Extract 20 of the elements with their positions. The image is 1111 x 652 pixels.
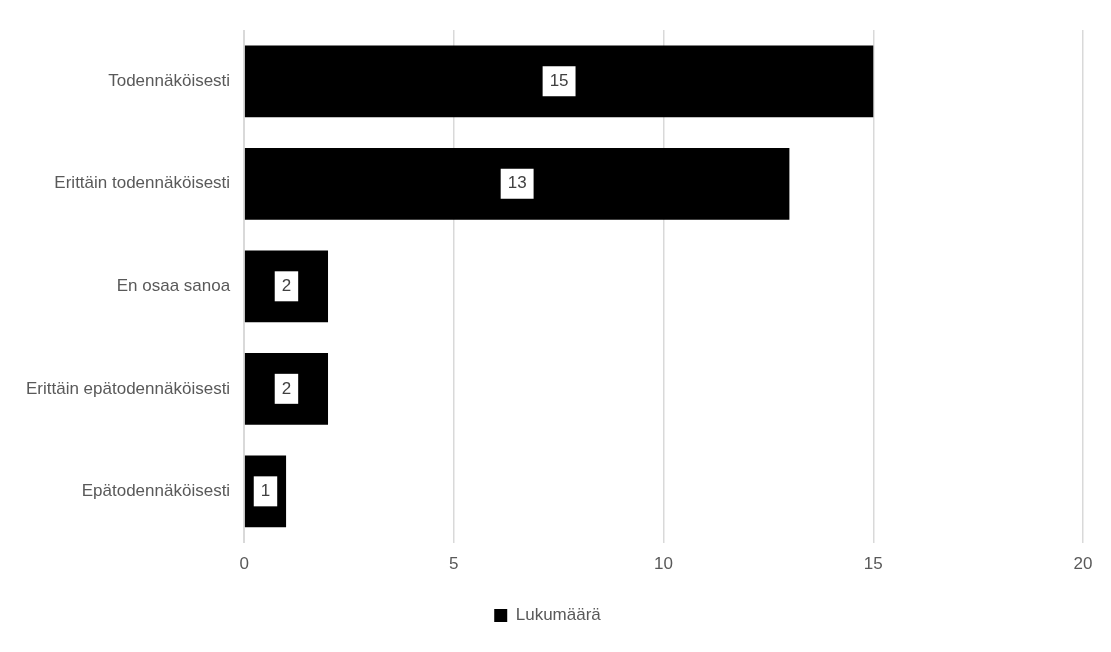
y-tick-label: En osaa sanoa [116,275,231,295]
data-label: 2 [281,275,292,295]
bar [244,45,874,118]
x-tick-label: 5 [449,554,459,574]
x-tick-label: 10 [654,554,674,574]
bar [244,250,329,323]
y-tick-label: Todennäköisesti [108,70,231,90]
x-tick-label: 0 [239,554,249,574]
y-tick-label: Epätodennäköisesti [81,481,231,501]
bar [244,352,329,425]
y-tick-label: Erittäin todennäköisesti [54,173,231,193]
data-label: 1 [260,481,271,501]
bar [244,147,790,220]
y-tick-label: Erittäin epätodennäköisesti [25,378,231,398]
data-label: 13 [507,173,527,193]
data-label: 15 [549,70,569,90]
x-tick-label: 15 [863,554,883,574]
legend-label: Lukumäärä [515,605,602,625]
x-tick-label: 20 [1073,554,1093,574]
data-label: 2 [281,378,292,398]
